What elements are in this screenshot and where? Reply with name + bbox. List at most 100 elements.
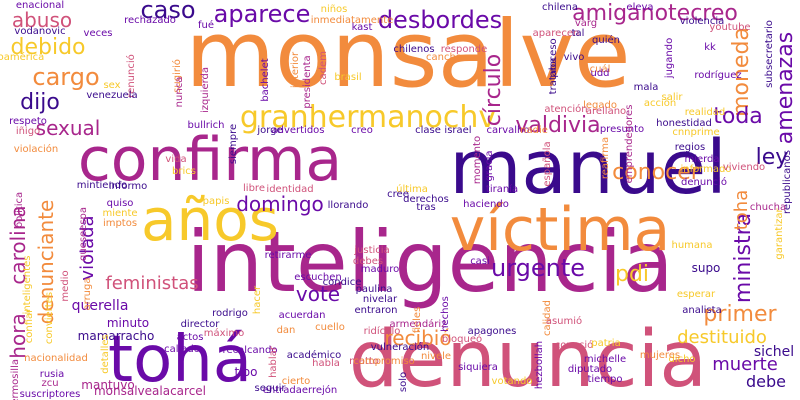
- word-minuto: minuto: [106, 316, 150, 330]
- word-chucha: chucha: [749, 202, 787, 213]
- word-manuel: manuel: [449, 125, 727, 211]
- word-supo: supo: [691, 261, 721, 275]
- word-última: última: [396, 184, 428, 195]
- word-papis: papis: [202, 196, 230, 207]
- word-patria: patria: [591, 338, 621, 349]
- word-nacionalidad: nacionalidad: [24, 353, 88, 364]
- word-vodanovic: vodanovic: [14, 26, 66, 37]
- word-conocer: conocer: [612, 160, 700, 185]
- word-rodríguez: rodríguez: [694, 70, 742, 81]
- word-amiganotecreo: amiganotecreo: [572, 1, 738, 26]
- word-paulina: paulina: [355, 284, 393, 295]
- word-debido: debido: [10, 35, 86, 60]
- word-mintiendo: mintiendo: [76, 180, 128, 191]
- word-nunca: nunca: [174, 76, 185, 108]
- word-venezuela: venezuela: [86, 90, 138, 101]
- word-acción: acción: [643, 98, 677, 109]
- word-respeto: respeto: [9, 116, 47, 127]
- word-debe: debe: [746, 372, 786, 391]
- word-víctima: víctima: [449, 195, 671, 265]
- word-mamarracho: mamarracho: [77, 329, 155, 343]
- word-destituido: destituido: [677, 327, 767, 348]
- word-pdi: pdi: [614, 262, 650, 287]
- word-nivelar: nivelar: [362, 294, 398, 305]
- word-confirma: confirma: [77, 125, 343, 195]
- word-valdivia: valdivia: [515, 113, 601, 138]
- word-siempre: siempre: [228, 123, 239, 165]
- word-iñigo: iñigo: [15, 126, 41, 137]
- word-gracia: gracia: [484, 150, 495, 182]
- word-cancha: cancha: [426, 52, 462, 63]
- word-mantuvo: mantuvo: [81, 378, 135, 392]
- word-amenazas: amenazas: [773, 31, 798, 145]
- word-michelle: michelle: [583, 354, 627, 365]
- word-asumió: asumió: [545, 316, 583, 327]
- word-monsalve: monsalve: [185, 1, 631, 108]
- word-bloqueó: bloqueó: [441, 334, 483, 345]
- word-informado: informado: [680, 164, 732, 175]
- word-cargo: cargo: [32, 63, 100, 91]
- word-denuncia: denuncia: [348, 315, 708, 400]
- word-arellano: arellano: [585, 106, 627, 117]
- word-identidad: identidad: [266, 184, 314, 195]
- word-hacer: hacer: [252, 285, 263, 315]
- word-mujeres: mujeres: [639, 350, 681, 361]
- word-bullrich: bullrich: [187, 120, 225, 131]
- word-callado: callado: [164, 344, 200, 355]
- word-justicia: justicia: [354, 245, 390, 256]
- word-querella: querella: [71, 298, 129, 314]
- word-armendáriz: armendáriz: [389, 319, 447, 330]
- word-abuso: abuso: [11, 8, 73, 32]
- word-aparecen: aparecen: [532, 28, 580, 39]
- word-zcu: zcu: [41, 378, 59, 389]
- word-caso: caso: [140, 0, 196, 24]
- word-tras: tras: [416, 202, 436, 213]
- word-medio: medio: [60, 270, 71, 302]
- word-udd: udd: [590, 68, 610, 79]
- word-cuál: cuál: [589, 64, 611, 75]
- word-informo: informo: [108, 181, 148, 192]
- word-haciendo: haciendo: [463, 199, 509, 210]
- word-momento: momento: [472, 135, 483, 185]
- word-analista: analista: [682, 305, 722, 316]
- word-mala: mala: [633, 82, 659, 93]
- word-viviendo: viviendo: [722, 162, 766, 173]
- word-condice: condice: [322, 277, 362, 288]
- word-reafirma: reafirma: [600, 136, 611, 180]
- word-monsalvealacarcel: monsalvealacarcel: [93, 384, 207, 398]
- word-presidenta: presidenta: [302, 55, 313, 109]
- word-llorando: llorando: [327, 200, 369, 211]
- word-compromiso: compromiso: [353, 356, 415, 367]
- word-niños: niños: [320, 4, 348, 15]
- word-izquierda: izquierda: [200, 66, 211, 114]
- word-conoció: conoció: [554, 340, 594, 351]
- word-trataba: trataba: [548, 57, 559, 95]
- word-sichel: sichel: [753, 344, 795, 360]
- word-veces: veces: [83, 28, 113, 39]
- word-clase: clase: [415, 125, 441, 136]
- word-interior: interior: [290, 51, 301, 89]
- word-garantizar: garantizar: [774, 208, 785, 260]
- word-vulneración: vulneración: [370, 342, 430, 353]
- word-sex: sex: [103, 80, 121, 91]
- word-primer: primer: [703, 302, 777, 327]
- word-subsecretario: subsecretario: [764, 20, 775, 88]
- word-enacional: enacional: [15, 0, 65, 11]
- word-detalles: detalles: [100, 334, 111, 374]
- word-feministas: feministas: [105, 273, 199, 294]
- word-denunció: denunció: [681, 177, 727, 188]
- word-atención: atención: [544, 104, 588, 115]
- word-sexual: sexual: [35, 116, 101, 140]
- word-mierda: mierda: [684, 154, 720, 165]
- word-cnnprime: cnnprime: [672, 127, 720, 138]
- word-vivo: vivo: [563, 52, 585, 63]
- word-dijo: dijo: [20, 90, 60, 115]
- word-tipo: tipo: [234, 365, 258, 379]
- word-domingo: domingo: [236, 192, 324, 216]
- word-violación: violación: [13, 144, 59, 155]
- word-imptos: imptos: [102, 218, 138, 229]
- word-youtube: youtube: [709, 22, 751, 33]
- word-queseespa: queseespa: [78, 206, 89, 262]
- word-cuello: cuello: [315, 322, 345, 333]
- word-realidad: realidad: [684, 107, 726, 118]
